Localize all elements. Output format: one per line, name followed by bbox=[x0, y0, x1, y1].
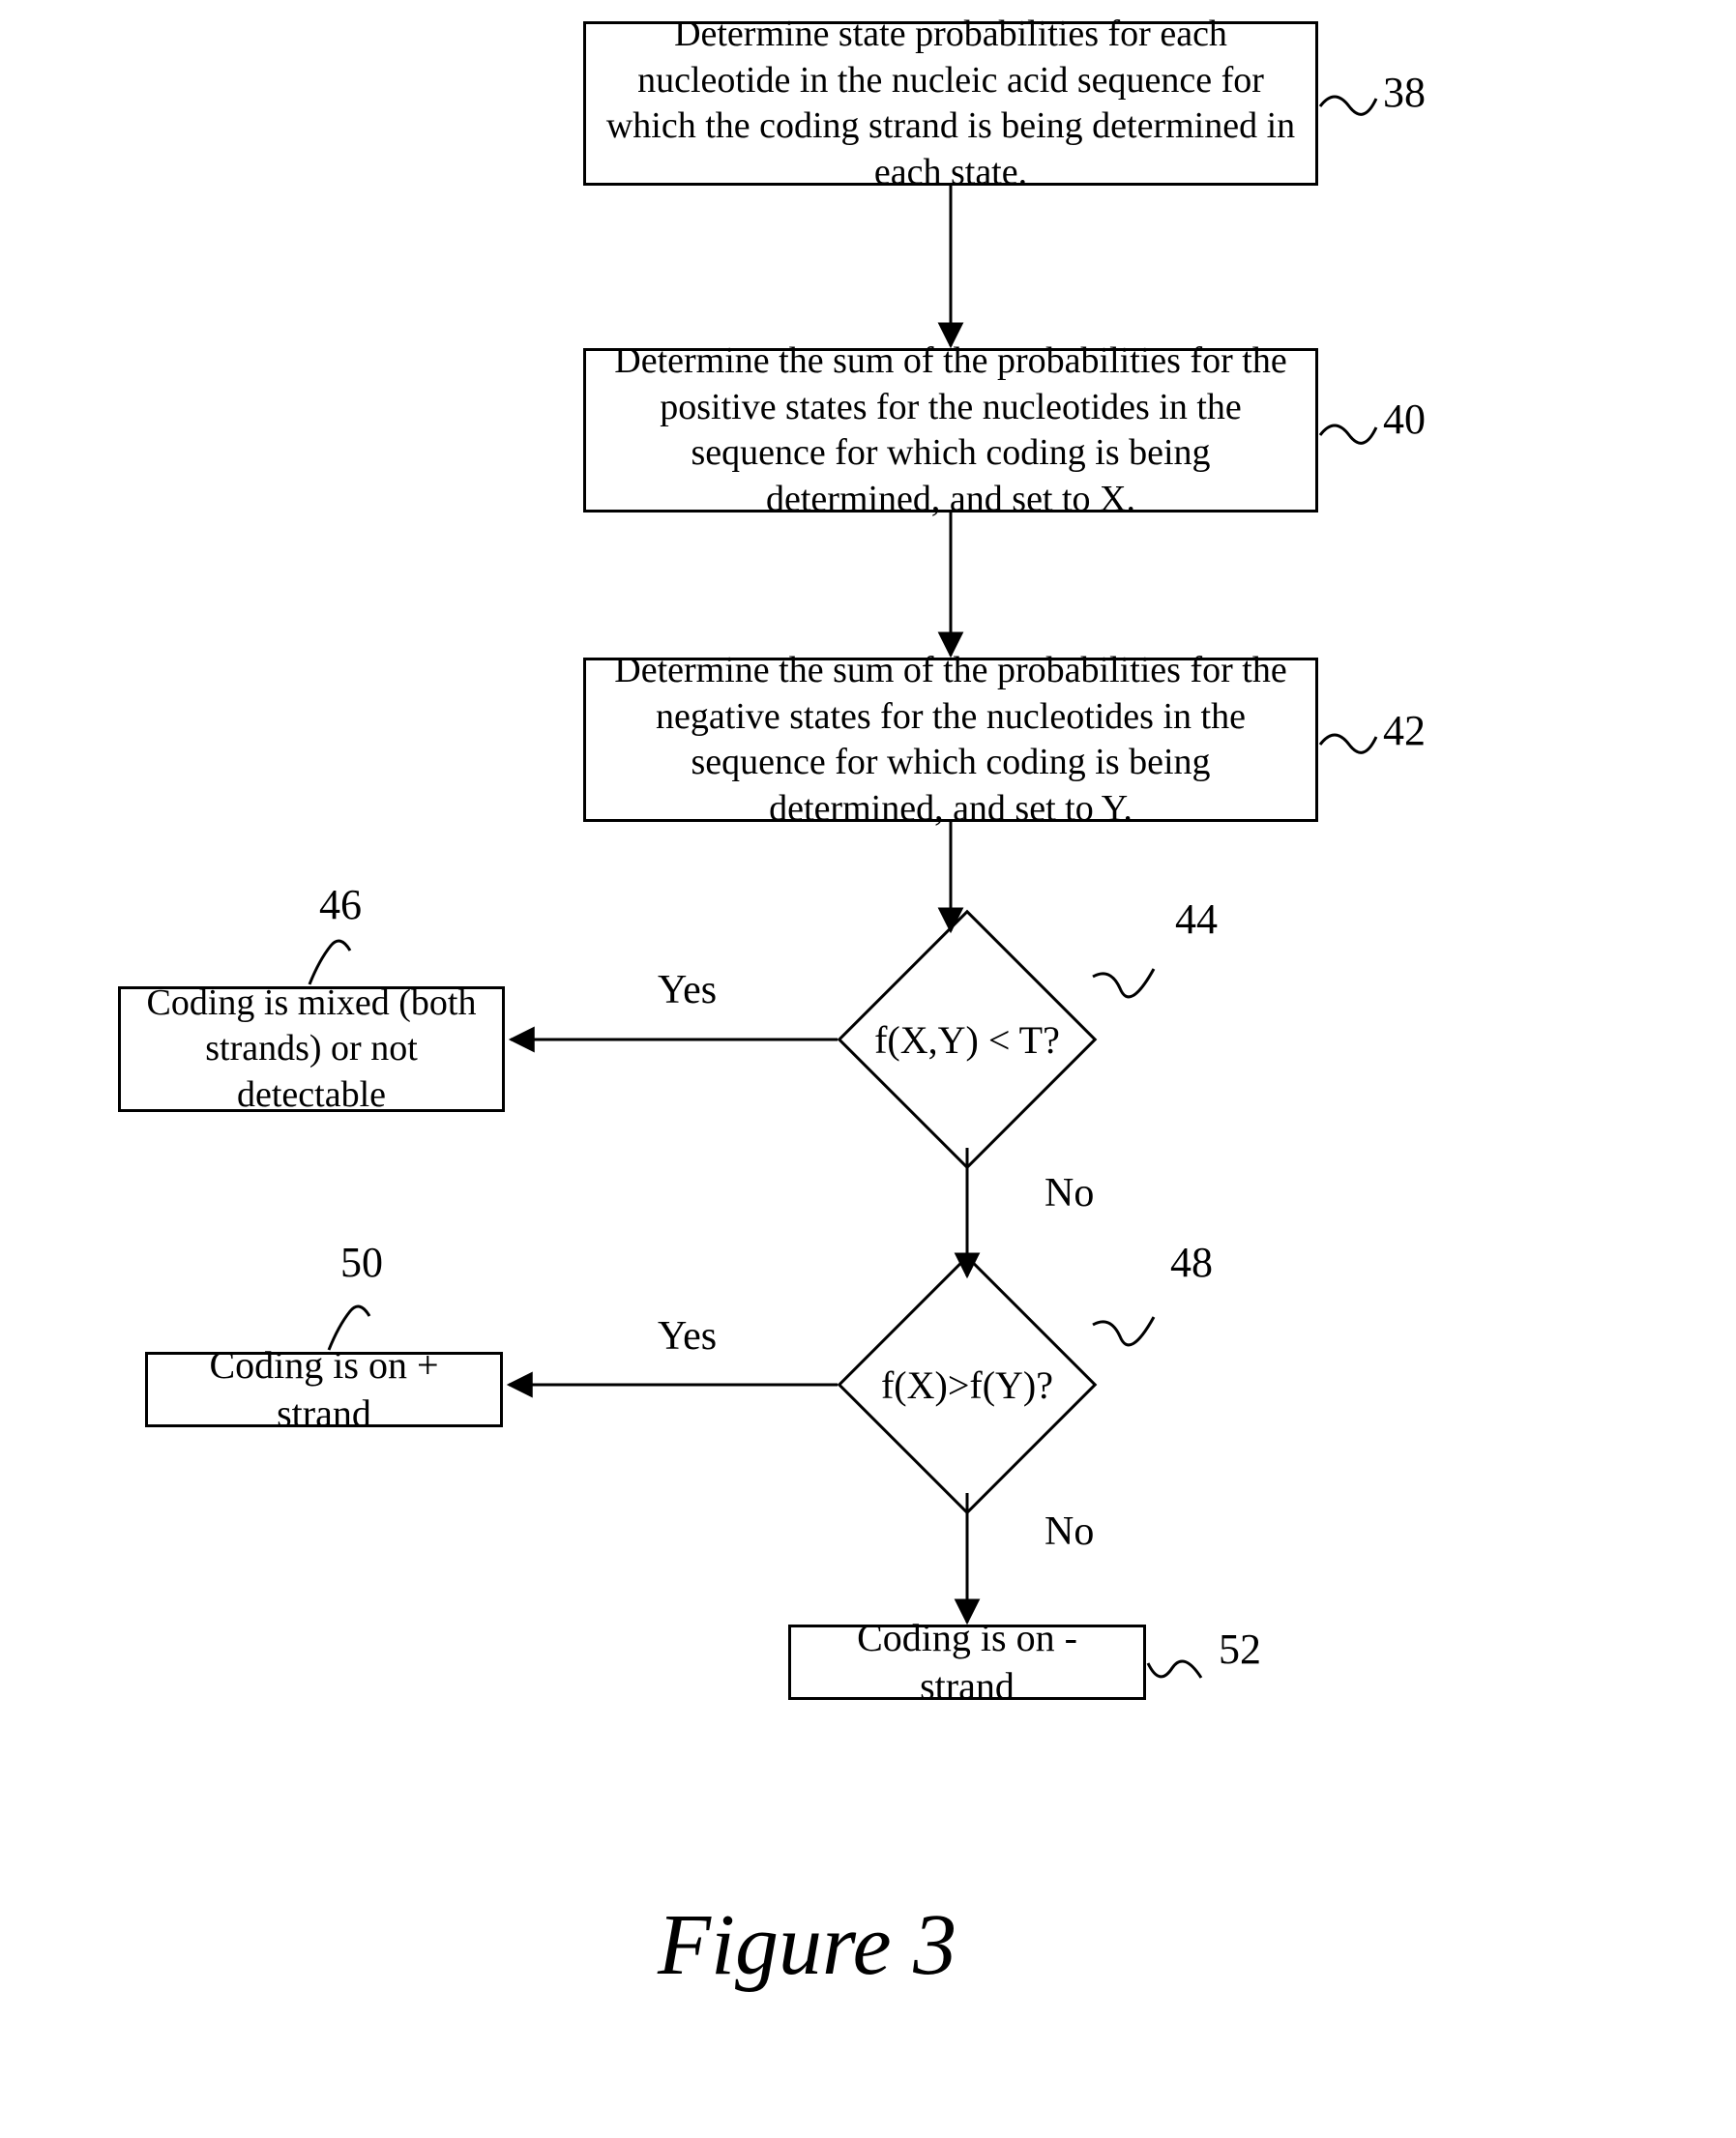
figure-caption: Figure 3 bbox=[658, 1895, 956, 1995]
ref-label-52: 52 bbox=[1219, 1625, 1261, 1674]
terminal-text: Coding is mixed (both strands) or not de… bbox=[138, 981, 485, 1119]
ref-label-50: 50 bbox=[340, 1238, 383, 1287]
process-box-40: Determine the sum of the probabilities f… bbox=[583, 348, 1318, 513]
terminal-box-50: Coding is on + strand bbox=[145, 1352, 503, 1427]
ref-label-38: 38 bbox=[1383, 68, 1426, 117]
process-box-38: Determine state probabilities for each n… bbox=[583, 21, 1318, 186]
terminal-box-46: Coding is mixed (both strands) or not de… bbox=[118, 986, 505, 1112]
decision-label-48: f(X)>f(Y)? bbox=[841, 1359, 1093, 1412]
edge-label-no-2: No bbox=[1045, 1508, 1094, 1555]
process-text: Determine state probabilities for each n… bbox=[603, 12, 1298, 195]
ref-label-40: 40 bbox=[1383, 395, 1426, 444]
process-text: Determine the sum of the probabilities f… bbox=[603, 648, 1298, 832]
decision-label-44: f(X,Y) < T? bbox=[832, 1013, 1103, 1067]
decision-text: f(X,Y) < T? bbox=[874, 1016, 1060, 1065]
edge-label-no-1: No bbox=[1045, 1170, 1094, 1216]
terminal-box-52: Coding is on - strand bbox=[788, 1625, 1146, 1700]
edge-label-yes-1: Yes bbox=[658, 967, 717, 1013]
terminal-text: Coding is on + strand bbox=[165, 1341, 483, 1438]
decision-text: f(X)>f(Y)? bbox=[881, 1362, 1053, 1410]
ref-label-42: 42 bbox=[1383, 706, 1426, 755]
terminal-text: Coding is on - strand bbox=[809, 1614, 1126, 1711]
process-text: Determine the sum of the probabilities f… bbox=[603, 338, 1298, 522]
flowchart-page: Determine state probabilities for each n… bbox=[0, 0, 1736, 2138]
ref-label-44: 44 bbox=[1175, 894, 1218, 944]
ref-label-46: 46 bbox=[319, 880, 362, 929]
process-box-42: Determine the sum of the probabilities f… bbox=[583, 658, 1318, 822]
ref-label-48: 48 bbox=[1170, 1238, 1213, 1287]
edge-label-yes-2: Yes bbox=[658, 1313, 717, 1360]
